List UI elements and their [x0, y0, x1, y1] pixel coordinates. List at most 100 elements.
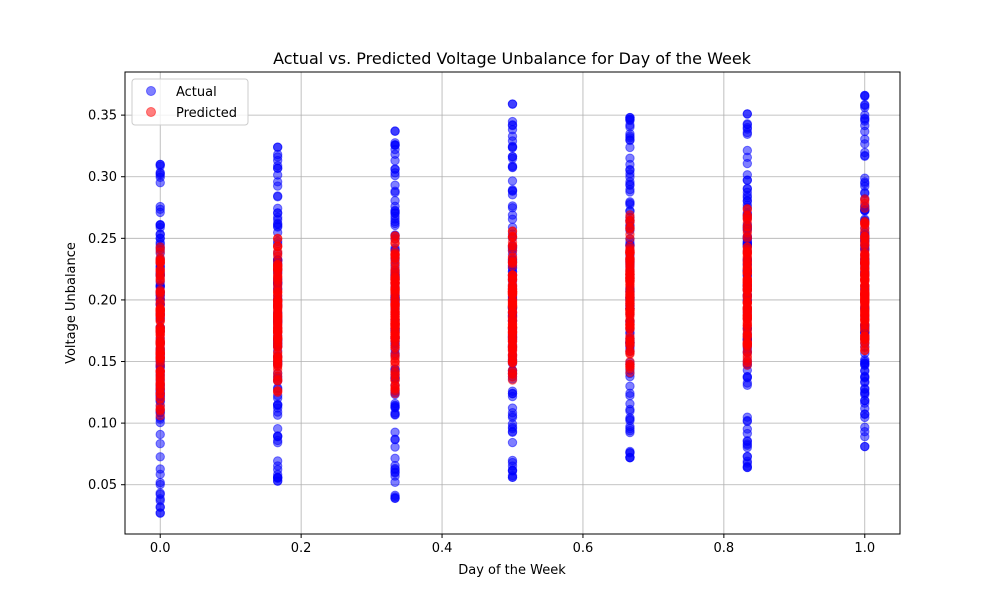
predicted-point [390, 248, 400, 259]
actual-point [625, 112, 635, 123]
actual-point [272, 472, 283, 483]
actual-point [860, 366, 870, 376]
predicted-point [860, 345, 870, 356]
predicted-point [742, 360, 753, 370]
actual-point [390, 180, 400, 190]
predicted-point [742, 303, 753, 313]
actual-point [860, 395, 870, 406]
actual-point [860, 441, 870, 452]
actual-point [390, 126, 400, 136]
x-tick-label: 0.8 [714, 541, 735, 556]
plot-area-frame [124, 71, 901, 535]
actual-point [507, 161, 518, 171]
predicted-point [390, 231, 400, 241]
actual-point [155, 464, 165, 474]
predicted-point [390, 299, 400, 309]
predicted-point [625, 210, 635, 220]
actual-point [742, 436, 753, 447]
actual-point [860, 177, 870, 187]
actual-point [625, 187, 635, 197]
predicted-point [625, 247, 635, 257]
predicted-point [742, 258, 753, 268]
predicted-point [390, 343, 400, 353]
predicted-point [860, 297, 870, 308]
legend-marker-predicted [146, 107, 156, 117]
actual-point [860, 126, 870, 137]
predicted-point [860, 216, 870, 227]
predicted-point [155, 286, 165, 297]
predicted-point [625, 336, 635, 346]
y-tick-label: 0.15 [88, 355, 117, 370]
actual-point [507, 203, 518, 213]
actual-point [860, 422, 870, 432]
predicted-point [860, 194, 870, 204]
actual-point [390, 201, 400, 212]
predicted-point [742, 222, 753, 232]
predicted-point [272, 375, 283, 386]
predicted-point [507, 275, 518, 285]
actual-point [625, 131, 635, 141]
predicted-point [155, 242, 165, 252]
actual-point [155, 496, 165, 506]
predicted-point [507, 365, 518, 375]
actual-point [155, 178, 165, 188]
actual-point [625, 164, 635, 175]
actual-point [860, 113, 870, 123]
predicted-point [155, 366, 165, 377]
predicted-point [390, 388, 400, 399]
actual-point [390, 435, 400, 445]
predicted-point [507, 297, 518, 307]
actual-point [507, 419, 518, 429]
actual-point [742, 127, 753, 138]
predicted-point [390, 333, 400, 343]
predicted-point [155, 394, 165, 404]
legend-marker-actual [146, 86, 156, 96]
actual-point [742, 462, 753, 473]
actual-point [507, 99, 518, 109]
predicted-point [625, 307, 635, 318]
predicted-point [272, 351, 283, 362]
chart-title: Actual vs. Predicted Voltage Unbalance f… [273, 49, 752, 68]
predicted-point [507, 333, 518, 343]
actual-point [272, 208, 283, 218]
predicted-point [507, 285, 518, 295]
predicted-point [507, 240, 518, 251]
predicted-point [742, 318, 753, 329]
predicted-point [390, 369, 400, 380]
actual-point [272, 218, 283, 229]
actual-point [155, 220, 165, 230]
actual-point [390, 403, 400, 413]
actual-point [625, 404, 635, 415]
predicted-point [742, 204, 753, 214]
actual-point [507, 190, 518, 200]
actual-point [742, 145, 753, 156]
actual-point [860, 431, 870, 442]
actual-point [507, 214, 518, 224]
actual-point [390, 140, 400, 150]
predicted-point [272, 324, 283, 334]
actual-point [625, 423, 635, 434]
predicted-point [507, 375, 518, 385]
predicted-point [860, 249, 870, 259]
actual-point [507, 403, 518, 413]
actual-point [507, 120, 518, 131]
predicted-point [155, 255, 165, 266]
predicted-point [507, 253, 518, 263]
y-tick-label: 0.20 [88, 293, 117, 308]
predicted-point [742, 248, 753, 258]
predicted-point [155, 315, 165, 326]
actual-point [390, 155, 400, 166]
actual-point [625, 391, 635, 401]
y-tick-label: 0.10 [88, 417, 117, 432]
actual-point [742, 372, 753, 382]
y-tick-label: 0.05 [88, 478, 117, 493]
actual-point [272, 410, 283, 420]
predicted-point [860, 310, 870, 320]
actual-point [742, 175, 753, 185]
predicted-point [625, 234, 635, 244]
predicted-point [272, 387, 283, 398]
actual-point [507, 465, 518, 475]
actual-point [155, 229, 165, 239]
predicted-point [507, 307, 518, 317]
